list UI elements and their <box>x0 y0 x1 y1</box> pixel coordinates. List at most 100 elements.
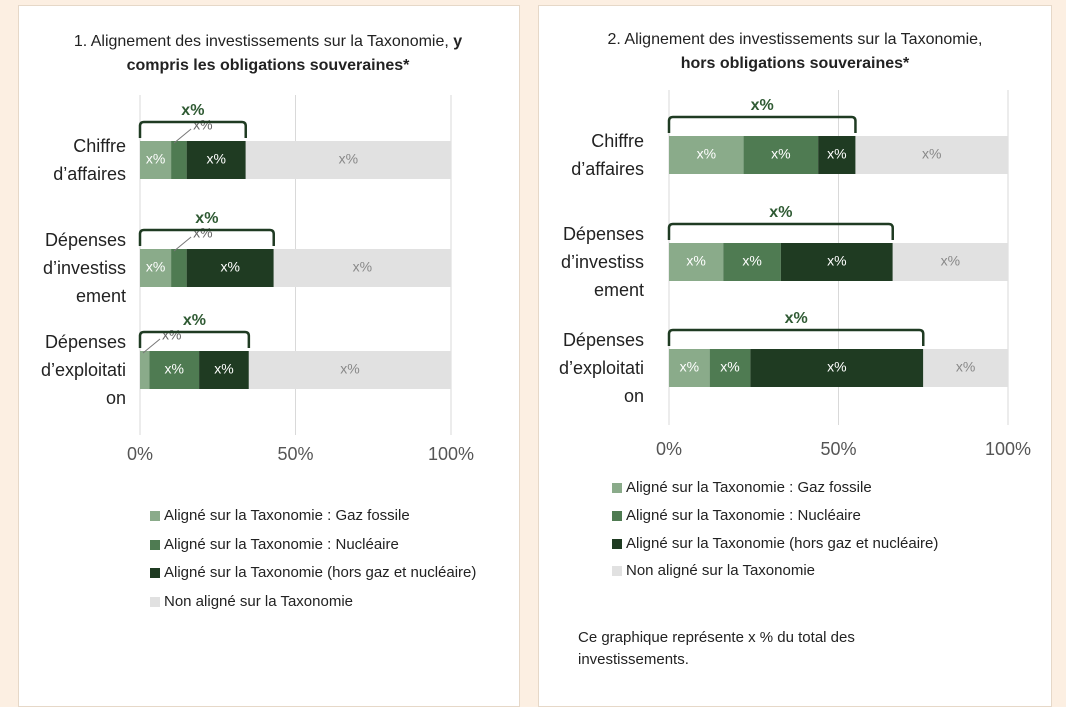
data-label: x% <box>162 327 181 343</box>
bar-segment <box>248 351 451 389</box>
leader-line <box>173 128 192 144</box>
bracket-label: x% <box>181 102 204 119</box>
data-label: x% <box>827 253 846 269</box>
bracket-label: x% <box>195 210 218 227</box>
legend-label: Aligné sur la Taxonomie : Gaz fossile <box>626 479 872 496</box>
data-label: x% <box>720 359 739 375</box>
legend-label: Non aligné sur la Taxonomie <box>626 562 815 579</box>
legend-swatch <box>612 483 622 493</box>
chart-title: 2. Alignement des investissements sur la… <box>590 28 1000 76</box>
bar-segment <box>743 136 819 174</box>
category-label: Dépenses d’exploitation <box>40 332 126 408</box>
bar-segment <box>709 349 751 387</box>
data-label: x% <box>353 259 372 275</box>
legend-label: Aligné sur la Taxonomie : Nucléaire <box>164 536 399 553</box>
title-bold: y compris les obligations souveraines* <box>126 33 463 74</box>
category-label: Dépenses d’investissement <box>560 224 644 300</box>
page: 0% 50% 100% x% x% x% x% x% x% x% x% x% x% x% x% x% x% x% A… <box>18 5 1052 707</box>
x-tick-label: 100% <box>985 439 1031 459</box>
data-label: x% <box>680 359 699 375</box>
leader-line <box>173 236 192 252</box>
data-label: x% <box>164 361 183 377</box>
bar-segment <box>273 249 451 287</box>
bar-segment <box>723 243 781 281</box>
leader-line <box>142 338 161 354</box>
bar-segment <box>186 141 246 179</box>
data-label: x% <box>146 151 165 167</box>
data-label: x% <box>220 259 239 275</box>
legend-label: Aligné sur la Taxonomie : Gaz fossile <box>164 507 410 524</box>
bracket <box>138 120 247 138</box>
data-label: x% <box>214 361 233 377</box>
bracket <box>667 115 857 133</box>
legend-swatch <box>612 511 622 521</box>
data-label: x% <box>956 359 975 375</box>
bar-segment <box>171 141 187 179</box>
bracket-label: x% <box>183 312 206 329</box>
data-label: x% <box>340 361 359 377</box>
x-tick-label: 50% <box>820 439 856 459</box>
bar-segment <box>923 349 1008 387</box>
bar-segment <box>140 141 172 179</box>
legend-swatch <box>150 568 160 578</box>
legend-label: Aligné sur la Taxonomie (hors gaz et nuc… <box>164 564 476 581</box>
data-label: x% <box>697 146 716 162</box>
category-label: Chiffre d’affaires <box>571 131 644 179</box>
title-bold: hors obligations souveraines* <box>680 55 910 72</box>
bar-segment <box>186 249 274 287</box>
data-label: x% <box>193 117 212 133</box>
title-text: 2. Alignement des investissements sur la… <box>607 31 983 48</box>
bar-segment <box>149 351 200 389</box>
legend-label: Aligné sur la Taxonomie : Nucléaire <box>626 507 861 524</box>
bar-segment <box>669 136 744 174</box>
bracket <box>667 222 894 240</box>
x-tick-label: 50% <box>277 444 313 464</box>
data-label: x% <box>827 359 846 375</box>
bracket <box>138 228 275 246</box>
category-label: Dépenses d’exploitation <box>558 330 644 406</box>
bar-segment <box>245 141 451 179</box>
note: Ce graphique représente x % du total des… <box>578 629 855 668</box>
legend-label: Aligné sur la Taxonomie (hors gaz et nuc… <box>626 535 938 552</box>
data-label: x% <box>742 253 761 269</box>
bar-segment <box>669 349 710 387</box>
bracket <box>667 328 925 346</box>
category-label: Chiffre d’affaires <box>53 136 126 184</box>
data-label: x% <box>206 151 225 167</box>
x-tick-label: 0% <box>127 444 153 464</box>
bar-segment <box>171 249 187 287</box>
category-label: Dépenses d’investissement <box>42 230 126 306</box>
legend-swatch <box>150 540 160 550</box>
legend-label: Non aligné sur la Taxonomie <box>164 593 353 610</box>
bar-segment <box>892 243 1008 281</box>
data-label: x% <box>771 146 790 162</box>
bar-segment <box>818 136 856 174</box>
data-label: x% <box>941 253 960 269</box>
charts: 0% 50% 100%x%x%x%x%x%x%x%x%x%x%x%x% x%x%x%A… <box>127 90 1031 610</box>
x-tick-label: 0% <box>656 439 682 459</box>
bar-segment <box>140 249 172 287</box>
bracket-label: x% <box>751 97 774 114</box>
bar-segment <box>669 243 724 281</box>
data-label: x% <box>686 253 705 269</box>
bar-segment <box>140 351 150 389</box>
bracket <box>138 330 251 348</box>
bar-segment <box>855 136 1008 174</box>
legend-swatch <box>150 511 160 521</box>
bar-segment <box>199 351 249 389</box>
bracket-label: x% <box>785 310 808 327</box>
data-label: x% <box>193 225 212 241</box>
data-label: x% <box>827 146 846 162</box>
bracket-label: x% <box>769 204 792 221</box>
data-label: x% <box>922 146 941 162</box>
chart-title: 1. Alignement des investissements sur la… <box>73 30 463 78</box>
legend-swatch <box>150 597 160 607</box>
title-text: 1. Alignement des investissements sur la… <box>73 33 454 50</box>
bar-segment <box>780 243 893 281</box>
legend-swatch <box>612 539 622 549</box>
data-label: x% <box>339 151 358 167</box>
bar-segment <box>750 349 924 387</box>
legend-swatch <box>612 566 622 576</box>
data-label: x% <box>146 259 165 275</box>
x-tick-label: 100% <box>428 444 474 464</box>
